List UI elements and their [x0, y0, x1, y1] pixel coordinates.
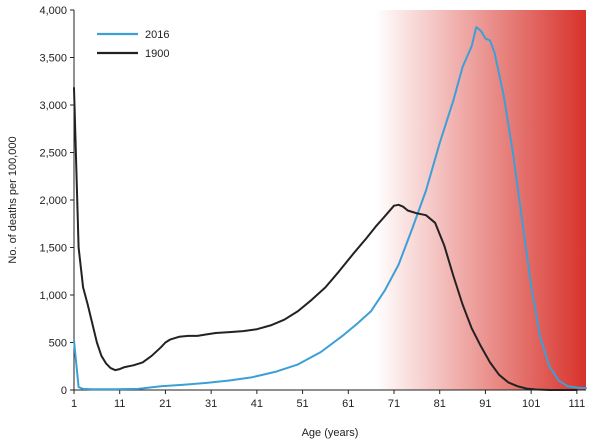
y-tick-label: 3,500 — [39, 53, 67, 65]
x-tick-label: 41 — [251, 398, 263, 410]
y-tick-label: 3,000 — [39, 100, 67, 112]
legend: 2016 1900 — [97, 29, 169, 60]
x-tick-label: 71 — [388, 398, 400, 410]
x-tick-label: 61 — [342, 398, 354, 410]
x-tick-label: 111 — [568, 398, 585, 410]
x-tick-label: 1 — [71, 398, 77, 410]
y-tick-label: 500 — [49, 338, 67, 350]
x-tick-label: 81 — [434, 398, 446, 410]
old-age-gradient-band — [375, 10, 586, 390]
legend-label-1900: 1900 — [145, 48, 169, 60]
series-line-1900 — [73, 86, 578, 391]
y-tick-label: 2,000 — [39, 195, 67, 207]
series-layer — [73, 26, 587, 391]
x-axis: 1 11 21 31 41 51 61 71 81 91 101 111 — [71, 389, 586, 410]
x-tick-label: 91 — [479, 398, 491, 410]
y-tick-label: 4,000 — [39, 5, 67, 17]
y-tick-label: 1,500 — [39, 243, 67, 255]
x-tick-label: 11 — [114, 398, 125, 410]
x-axis-title: Age (years) — [302, 427, 359, 439]
y-axis: 0 500 1,000 1,500 2,000 2,500 3,000 3,500 4,000 — [39, 5, 75, 397]
x-tick-label: 51 — [296, 398, 308, 410]
y-tick-label: 1,000 — [39, 290, 67, 302]
x-tick-label: 31 — [205, 398, 217, 410]
y-tick-label: 0 — [61, 385, 67, 397]
legend-label-2016: 2016 — [145, 29, 169, 41]
series-line-2016 — [73, 26, 587, 391]
y-axis-title: No. of deaths per 100,000 — [7, 136, 19, 263]
x-tick-label: 101 — [522, 398, 540, 410]
y-tick-label: 2,500 — [39, 148, 67, 160]
x-tick-label: 21 — [159, 398, 171, 410]
